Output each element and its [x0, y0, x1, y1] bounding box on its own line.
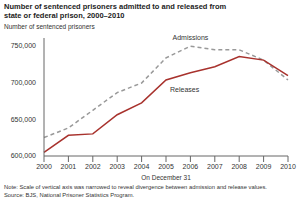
- svg-text:2007: 2007: [207, 163, 223, 170]
- svg-text:2000: 2000: [36, 163, 52, 170]
- svg-text:600,000: 600,000: [11, 152, 36, 159]
- svg-text:2009: 2009: [256, 163, 272, 170]
- svg-text:On December 31: On December 31: [141, 174, 191, 181]
- svg-text:650,000: 650,000: [11, 116, 36, 123]
- svg-text:Releases: Releases: [170, 86, 200, 93]
- svg-text:750,000: 750,000: [11, 42, 36, 49]
- svg-text:2005: 2005: [158, 163, 174, 170]
- svg-text:2006: 2006: [183, 163, 199, 170]
- svg-text:2010: 2010: [280, 163, 292, 170]
- svg-text:2004: 2004: [134, 163, 150, 170]
- svg-text:2008: 2008: [231, 163, 247, 170]
- html-text:Number of sentenced prisoners: Number of sentenced prisoners: [4, 23, 95, 30]
- svg-text:700,000: 700,000: [11, 79, 36, 86]
- html-text:Number of sentenced prisoners: Number of sentenced prisoners admitted t…: [4, 2, 227, 20]
- svg-text:Admissions: Admissions: [173, 34, 209, 41]
- svg-text:2002: 2002: [85, 163, 101, 170]
- html-text:Source: BJS, National Prisoner: Source: BJS, National Prisoner Statistic…: [4, 191, 135, 198]
- html-text:Note: Scale of vertical axis w: Note: Scale of vertical axis was narrowe…: [4, 184, 267, 190]
- svg-text:2003: 2003: [109, 163, 125, 170]
- svg-text:2001: 2001: [61, 163, 77, 170]
